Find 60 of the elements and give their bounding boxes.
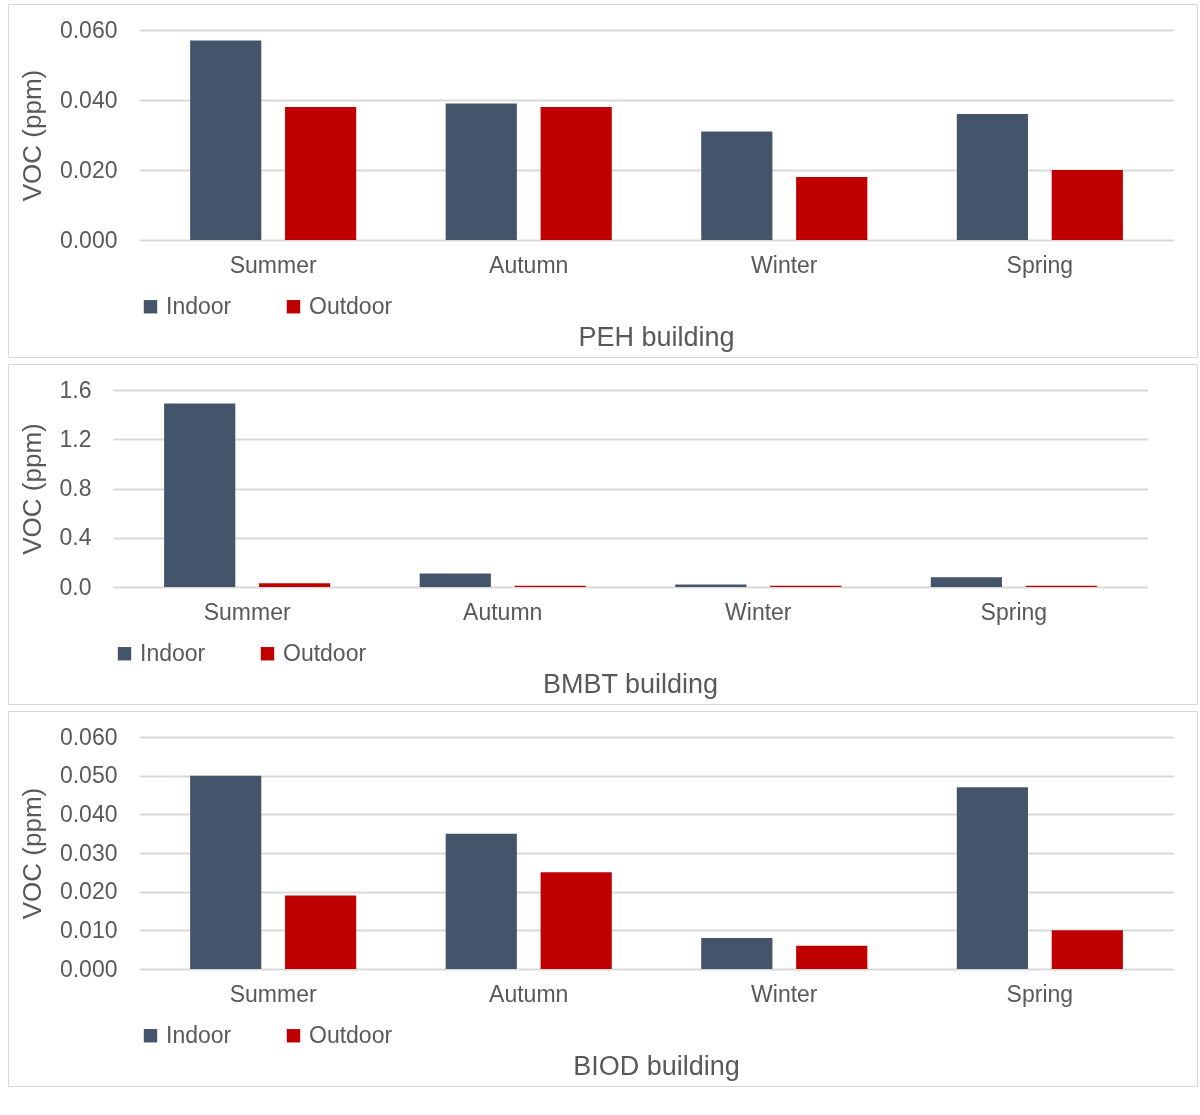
x-tick-label: Spring — [1006, 251, 1074, 278]
legend-label: Outdoor — [283, 639, 367, 666]
legend-label: Indoor — [140, 639, 206, 666]
y-axis-title: VOC (ppm) — [16, 423, 47, 555]
y-tick-label: 0.060 — [59, 723, 118, 750]
y-tick-label: 0.020 — [59, 156, 118, 183]
bar — [956, 787, 1028, 969]
bar — [190, 40, 262, 240]
x-tick-label: Winter — [751, 251, 818, 278]
text: BMBT building — [542, 669, 719, 699]
x-tick-label: Autumn — [463, 598, 543, 625]
bar — [445, 103, 517, 240]
y-tick-label: 0.040 — [59, 800, 118, 827]
x-tick-label: Autumn — [489, 251, 569, 278]
x-tick-label: Winter — [725, 598, 792, 625]
bar — [796, 177, 868, 240]
x-tick-label: Spring — [980, 598, 1048, 625]
y-tick-label: 0.8 — [59, 475, 92, 501]
bar — [164, 403, 236, 587]
y-tick-label: 0.000 — [59, 226, 118, 253]
x-tick-label: Winter — [751, 980, 818, 1007]
bar — [285, 895, 357, 969]
y-tick-label: 0.0 — [59, 573, 92, 600]
bar — [445, 833, 517, 969]
bar — [796, 945, 868, 969]
bar — [285, 107, 357, 240]
bar — [540, 872, 612, 969]
y-axis-title: VOC (ppm) — [16, 787, 47, 920]
y-tick-label: 0.010 — [59, 916, 118, 943]
x-tick-label: Summer — [203, 598, 291, 625]
bar — [1051, 930, 1123, 969]
y-tick-label: 0.030 — [59, 839, 118, 866]
text: BIOD building — [573, 1051, 740, 1081]
x-tick-label: Summer — [229, 251, 317, 278]
y-tick-label: 0.020 — [59, 878, 118, 905]
legend-label: Outdoor — [309, 292, 393, 319]
bar — [1051, 170, 1123, 240]
bar — [701, 131, 773, 240]
y-tick-label: 0.000 — [59, 955, 118, 982]
bar — [956, 114, 1028, 240]
bar — [930, 577, 1002, 587]
x-tick-label: Autumn — [489, 980, 569, 1007]
bar — [259, 583, 331, 587]
text: PEH building — [578, 322, 735, 352]
y-tick-label: 0.4 — [59, 524, 92, 551]
y-tick-label: 1.6 — [59, 376, 92, 403]
y-axis-title: VOC (ppm) — [16, 69, 47, 202]
y-tick-label: 0.040 — [59, 86, 118, 113]
bar — [701, 938, 773, 969]
legend-label: Outdoor — [309, 1021, 393, 1048]
bar — [540, 107, 612, 240]
x-tick-label: Summer — [229, 980, 317, 1007]
y-tick-label: 0.050 — [59, 762, 118, 789]
y-tick-label: 0.060 — [59, 16, 118, 43]
bar — [419, 573, 491, 587]
y-tick-label: 1.2 — [59, 425, 92, 452]
bar — [190, 775, 262, 969]
legend-label: Indoor — [166, 292, 232, 319]
x-tick-label: Spring — [1006, 980, 1074, 1007]
legend-label: Indoor — [166, 1021, 232, 1048]
